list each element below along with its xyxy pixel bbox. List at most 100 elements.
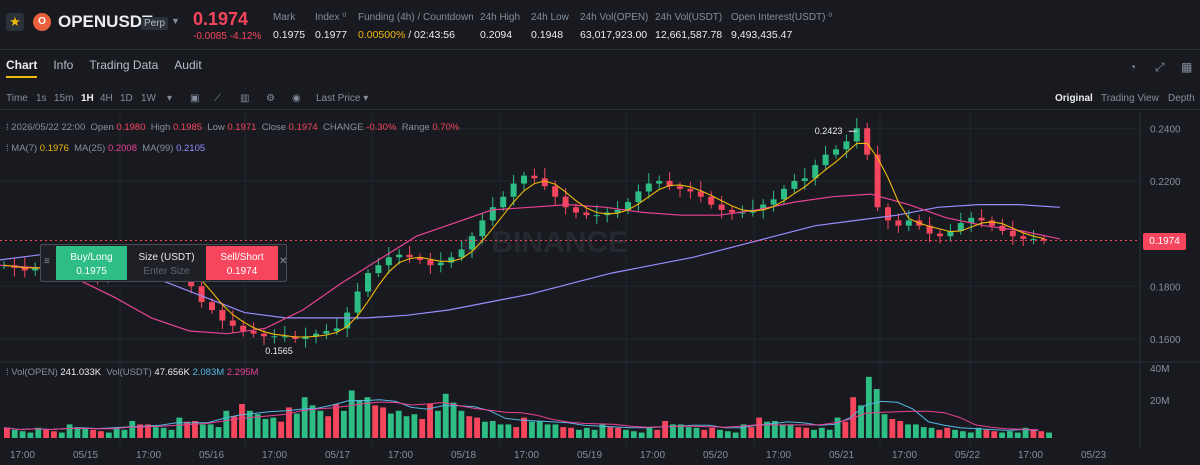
- drag-handle-icon[interactable]: ≡: [44, 256, 50, 267]
- volume-bar: [607, 427, 614, 438]
- volume-ma-line: [3, 399, 1039, 431]
- volume-bar: [685, 427, 692, 438]
- volume-bar: [576, 429, 582, 438]
- tab-audit[interactable]: Audit: [174, 58, 202, 72]
- view-original[interactable]: Original: [1055, 93, 1093, 104]
- volume-bar: [90, 429, 97, 438]
- volume-bar: [246, 410, 253, 438]
- tab-info[interactable]: Info: [53, 58, 74, 72]
- candle: [833, 149, 839, 155]
- candle: [874, 154, 881, 208]
- candle: [32, 267, 39, 271]
- candle: [989, 220, 995, 226]
- buy-long-button[interactable]: Buy/Long 0.1975: [56, 246, 127, 280]
- close-icon[interactable]: ✕: [279, 256, 288, 267]
- volume-bar: [74, 427, 81, 438]
- volume-bar: [662, 421, 669, 438]
- price-type-select[interactable]: Last Price ▾: [316, 93, 369, 104]
- candle: [500, 196, 507, 208]
- settings-icon[interactable]: ⚙: [266, 93, 275, 104]
- expand-icon[interactable]: ⤢: [1155, 60, 1165, 74]
- candle: [562, 196, 569, 208]
- last-price: 0.1974: [193, 9, 249, 29]
- volume-bar: [1030, 429, 1037, 438]
- candle: [697, 191, 704, 197]
- favorite-star-icon[interactable]: ★: [6, 13, 24, 31]
- volume-bar: [865, 376, 872, 438]
- interval-4h[interactable]: 4H: [100, 93, 113, 104]
- sell-short-button[interactable]: Sell/Short 0.1974: [206, 246, 278, 280]
- symbol-dropdown-icon[interactable]: ▼: [171, 16, 180, 26]
- interval-1d[interactable]: 1D: [120, 93, 133, 104]
- volume-bar: [278, 421, 285, 438]
- tab-chart[interactable]: Chart: [6, 58, 38, 78]
- candle: [791, 180, 798, 189]
- tab-trading-data[interactable]: Trading Data: [89, 58, 159, 72]
- size-input[interactable]: Size (USDT) Enter Size: [138, 252, 195, 277]
- vol-tick-label: 40M: [1150, 364, 1169, 375]
- volume-bar: [1022, 427, 1029, 438]
- volume-bar: [724, 431, 731, 438]
- volume-bar: [795, 427, 802, 438]
- x-tick-label: 05/16: [199, 450, 224, 461]
- view-depth[interactable]: Depth: [1168, 93, 1195, 104]
- candle: [614, 209, 621, 213]
- volume-bar: [450, 402, 457, 438]
- x-tick-label: 05/18: [451, 450, 476, 461]
- symbol-name[interactable]: OPENUSDT: [58, 12, 153, 31]
- interval-time[interactable]: Time: [6, 93, 28, 104]
- volume-bar: [497, 424, 504, 438]
- volume-bar: [732, 432, 739, 438]
- x-tick-label: 17:00: [640, 450, 665, 461]
- candle: [864, 128, 871, 155]
- quick-order-panel: ≡ Buy/Long 0.1975 Size (USDT) Enter Size S…: [40, 244, 287, 282]
- candle: [479, 220, 486, 237]
- volume-bar: [43, 429, 50, 438]
- candle: [843, 141, 850, 150]
- volume-bar: [340, 410, 347, 438]
- drawing-icon[interactable]: ▥: [240, 93, 250, 104]
- calendar-icon[interactable]: ▣: [190, 93, 200, 104]
- volume-bar: [568, 427, 575, 438]
- volume-bar: [513, 427, 520, 438]
- candle: [427, 259, 434, 266]
- volume-bar: [113, 427, 120, 438]
- volume-bar: [325, 416, 332, 438]
- volume-bar: [693, 427, 700, 438]
- volume-bar: [764, 421, 770, 438]
- volume-bar: [1046, 432, 1052, 438]
- price-chart[interactable]: ◆ BINANCE 0.2400 0.2200 0.1800 0.1600 40M 20M 1…: [0, 113, 1200, 465]
- view-tradingview[interactable]: Trading View: [1101, 93, 1159, 104]
- volume-bar: [889, 418, 896, 438]
- candle: [198, 286, 205, 303]
- volume-bar: [254, 414, 261, 438]
- compare-icon[interactable]: ◉: [292, 93, 301, 104]
- interval-1s[interactable]: 1s: [36, 93, 47, 104]
- bell-icon[interactable]: ◔: [1129, 60, 1137, 74]
- indicator-icon[interactable]: ⟋: [214, 93, 221, 104]
- volume-bar: [928, 427, 935, 438]
- volume-bar: [4, 427, 10, 438]
- ma-legend: ⁞ MA(7) 0.1976 MA(25) 0.2008 MA(99) 0.21…: [6, 143, 206, 154]
- x-tick-label: 05/21: [829, 450, 854, 461]
- candle: [250, 331, 257, 334]
- interval-1w[interactable]: 1W: [141, 93, 156, 104]
- interval-15m[interactable]: 15m: [54, 93, 74, 104]
- volume-bar: [536, 421, 543, 438]
- candle: [739, 212, 746, 214]
- x-tick-label: 05/20: [703, 450, 728, 461]
- volume-bar: [458, 410, 465, 438]
- candle: [521, 175, 527, 184]
- volume-bar: [434, 410, 441, 438]
- candle: [635, 191, 642, 203]
- candle: [926, 225, 933, 234]
- interval-1h[interactable]: 1H: [81, 93, 94, 104]
- interval-dropdown-icon[interactable]: ▾: [167, 93, 173, 104]
- volume-bar: [646, 427, 653, 438]
- volume-bar: [834, 417, 841, 438]
- volume-bar: [701, 429, 708, 438]
- volume-bar: [717, 429, 723, 438]
- y-tick-label: 0.2200: [1150, 177, 1181, 188]
- vol-tick-label: 20M: [1150, 396, 1169, 407]
- grid-icon[interactable]: ▦: [1181, 60, 1193, 74]
